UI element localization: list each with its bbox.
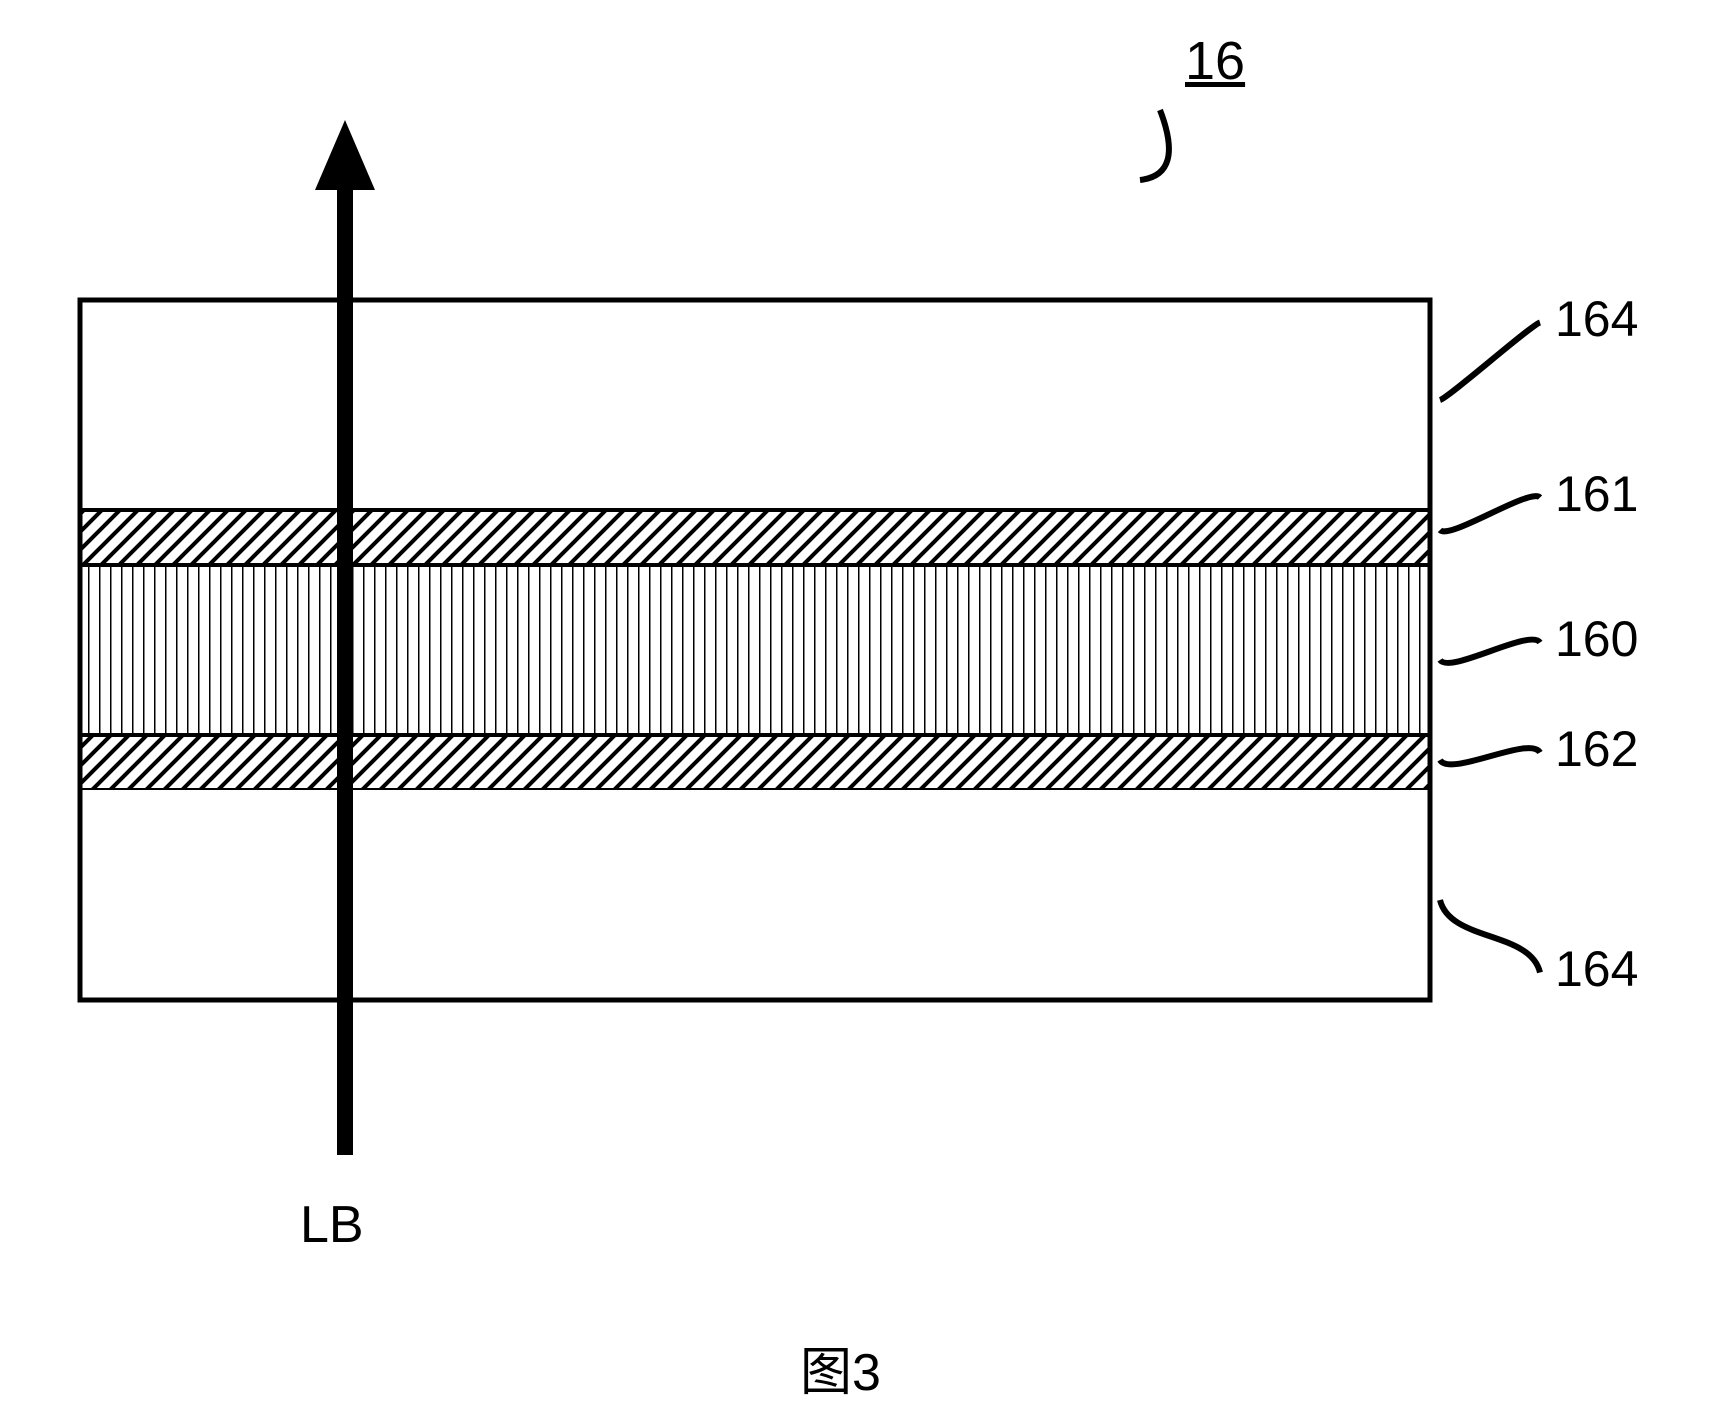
svg-overlay xyxy=(0,0,1710,1417)
arrow-label: LB xyxy=(300,1195,364,1255)
leader-164-4 xyxy=(1440,900,1540,973)
figure-caption: 图3 xyxy=(800,1330,881,1405)
assembly-ref-leader xyxy=(1140,110,1169,180)
layer-ref-label-164-4: 164 xyxy=(1555,940,1638,998)
assembly-ref-label: 16 xyxy=(1185,30,1245,92)
layer-ref-label-164-0: 164 xyxy=(1555,290,1638,348)
leader-161-1 xyxy=(1440,496,1540,531)
layer-layer-160 xyxy=(80,565,1430,735)
diagram-stage: 16 图3 LB 164 161 160 162 164 xyxy=(0,0,1710,1417)
leader-162-3 xyxy=(1440,748,1540,764)
layer-ref-label-161-1: 161 xyxy=(1555,465,1638,523)
layer-layer-162 xyxy=(80,735,1430,790)
layer-ref-label-162-3: 162 xyxy=(1555,720,1638,778)
layer-ref-label-160-2: 160 xyxy=(1555,610,1638,668)
layer-bottom-clad xyxy=(80,790,1430,1000)
arrow-head xyxy=(315,120,375,190)
layer-layer-161 xyxy=(80,510,1430,565)
layer-top-clad xyxy=(80,300,1430,510)
leader-160-2 xyxy=(1440,640,1540,663)
leader-164-0 xyxy=(1440,323,1540,401)
